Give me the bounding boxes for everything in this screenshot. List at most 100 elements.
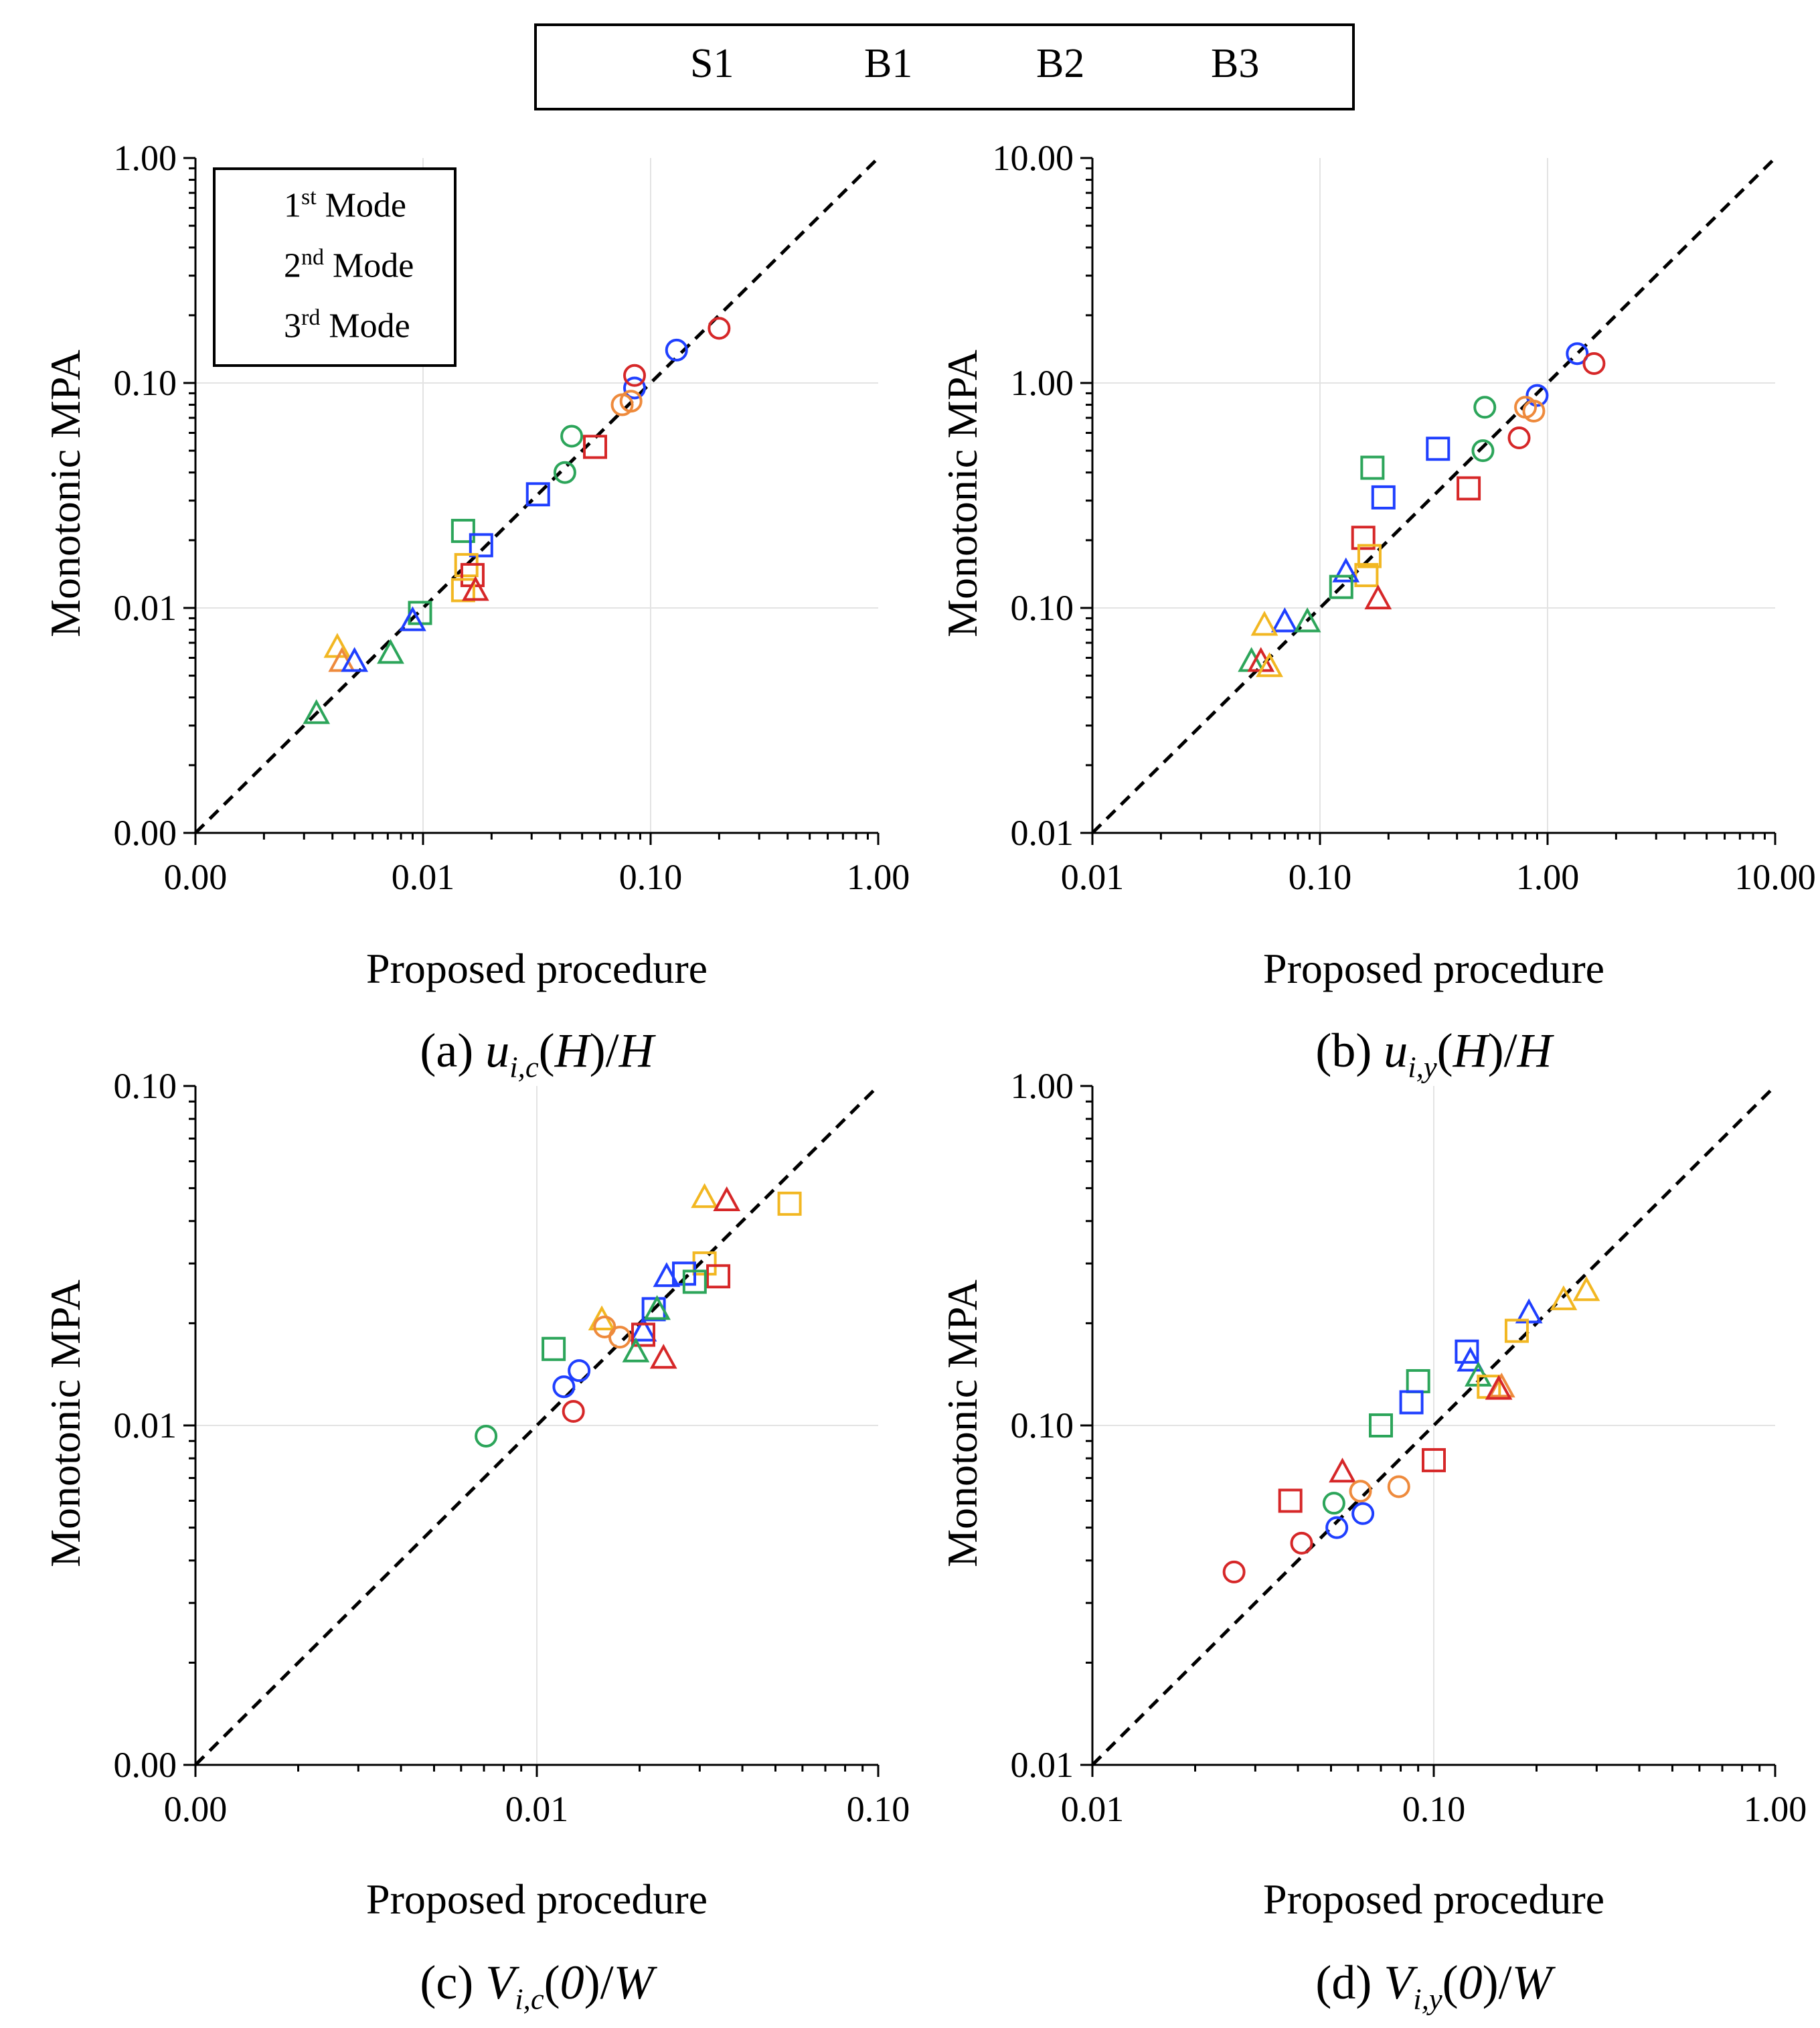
data-point-circle — [1222, 1560, 1246, 1583]
data-point-circle — [1471, 439, 1495, 463]
y-tick-label-d: 1.00 — [1011, 1066, 1074, 1106]
data-point-square — [1406, 1369, 1430, 1393]
data-point-triangle — [653, 1262, 681, 1288]
data-point-square — [682, 1269, 707, 1294]
data-point-circle — [619, 390, 643, 413]
data-point-circle — [562, 1400, 585, 1423]
x-tick-label-d: 0.01 — [1061, 1789, 1125, 1829]
x-tick-label-a: 0.10 — [619, 857, 683, 897]
x-tick-label-a: 0.00 — [164, 857, 228, 897]
legend-label-B3: B3 — [1211, 41, 1260, 86]
data-point-square — [1360, 455, 1385, 480]
y-axis-label-c: Monotonic MPA — [42, 1279, 89, 1567]
data-point-circle — [1325, 1516, 1349, 1539]
data-point-square — [631, 1322, 655, 1347]
data-point-circle — [665, 338, 688, 362]
y-tick-label-a: 1.00 — [114, 138, 177, 178]
data-point-triangle — [1485, 1375, 1513, 1400]
y-tick-label-d: 0.01 — [1011, 1745, 1074, 1785]
data-point-circle — [708, 317, 731, 340]
caption-b: (b) ui,y(H)/H — [1315, 1024, 1552, 1084]
data-point-triangle — [341, 647, 369, 672]
legend-label-S1: S1 — [690, 41, 734, 86]
data-point-triangle — [1572, 1276, 1600, 1302]
data-point-triangle — [629, 1316, 657, 1342]
data-point-circle — [1387, 1475, 1410, 1498]
data-point-square — [582, 435, 607, 459]
x-tick-label-c: 0.01 — [505, 1789, 569, 1829]
x-tick-label-d: 0.10 — [1402, 1789, 1466, 1829]
data-point-circle — [608, 1326, 631, 1349]
data-point-square — [1329, 574, 1353, 599]
x-axis-label-b: Proposed procedure — [1262, 945, 1605, 992]
data-point-triangle — [399, 606, 426, 631]
data-point-circle — [1522, 399, 1546, 422]
data-point-square — [1357, 544, 1382, 568]
data-point-square — [1426, 437, 1451, 461]
y-tick-label-b: 0.01 — [1011, 813, 1074, 853]
data-point-circle — [475, 1424, 498, 1448]
data-point-triangle — [1329, 1458, 1356, 1483]
y-axis-label-b: Monotonic MPA — [938, 349, 986, 637]
data-point-circle — [1322, 1492, 1345, 1515]
data-point-triangle — [1256, 652, 1283, 678]
x-tick-label-b: 1.00 — [1516, 857, 1580, 897]
one-to-one-line-b — [1091, 157, 1776, 834]
data-point-triangle — [1332, 557, 1360, 582]
data-point-square — [1399, 1390, 1424, 1415]
legend-label-B2: B2 — [1036, 41, 1085, 86]
data-point-square — [542, 1336, 566, 1361]
series-legend — [534, 23, 1355, 110]
data-point-square — [469, 533, 493, 558]
data-point-circle — [552, 1375, 576, 1399]
data-point-triangle — [649, 1344, 677, 1369]
data-point-circle — [1525, 384, 1549, 407]
data-point-triangle — [643, 1295, 671, 1320]
mode-label-1: 1st Mode — [284, 185, 407, 225]
data-point-triangle — [1487, 1373, 1515, 1398]
data-point-triangle — [1550, 1285, 1578, 1310]
data-point-circle — [1290, 1531, 1313, 1555]
mode-label-2: 2nd Mode — [284, 245, 414, 285]
caption-c: (c) Vi,c(0)/W — [420, 1956, 654, 2016]
y-tick-label-a: 0.00 — [114, 813, 177, 853]
data-point-circle — [1473, 396, 1497, 419]
data-point-triangle — [691, 1183, 718, 1208]
data-point-square — [1369, 1413, 1393, 1437]
data-point-triangle — [461, 576, 489, 601]
data-point-triangle — [377, 639, 404, 664]
data-point-circle — [553, 461, 576, 484]
data-point-circle — [568, 1359, 591, 1383]
y-tick-label-b: 10.00 — [993, 138, 1074, 178]
data-point-square — [450, 518, 475, 543]
y-tick-label-c: 0.01 — [114, 1405, 177, 1446]
caption-d: (d) Vi,y(0)/W — [1315, 1956, 1552, 2016]
data-point-circle — [560, 424, 584, 448]
data-point-triangle — [1250, 611, 1278, 636]
y-tick-label-c: 0.00 — [114, 1745, 177, 1785]
data-point-circle — [593, 1315, 616, 1338]
x-tick-label-b: 0.10 — [1289, 857, 1352, 897]
x-tick-label-a: 0.01 — [392, 857, 455, 897]
data-point-triangle — [1515, 1298, 1543, 1324]
x-axis-label-c: Proposed procedure — [365, 1875, 708, 1923]
data-point-square — [1457, 476, 1481, 501]
x-tick-label-b: 0.01 — [1061, 857, 1125, 897]
x-tick-label-a: 1.00 — [847, 857, 910, 897]
data-point-triangle — [622, 1337, 650, 1362]
caption-a: (a) ui,c(H)/H — [420, 1024, 654, 1084]
data-point-circle — [1351, 1502, 1375, 1525]
y-tick-label-a: 0.10 — [114, 363, 177, 403]
x-tick-label-c: 0.10 — [847, 1789, 910, 1829]
data-point-square — [1422, 1448, 1446, 1472]
data-point-triangle — [1364, 584, 1392, 610]
data-point-square — [525, 482, 550, 507]
data-point-triangle — [303, 699, 331, 724]
y-axis-label-d: Monotonic MPA — [938, 1279, 986, 1567]
mode-legend — [213, 167, 457, 367]
data-point-circle — [623, 364, 647, 387]
data-point-square — [706, 1264, 731, 1289]
x-axis-label-d: Proposed procedure — [1262, 1875, 1605, 1923]
data-point-triangle — [713, 1186, 741, 1211]
